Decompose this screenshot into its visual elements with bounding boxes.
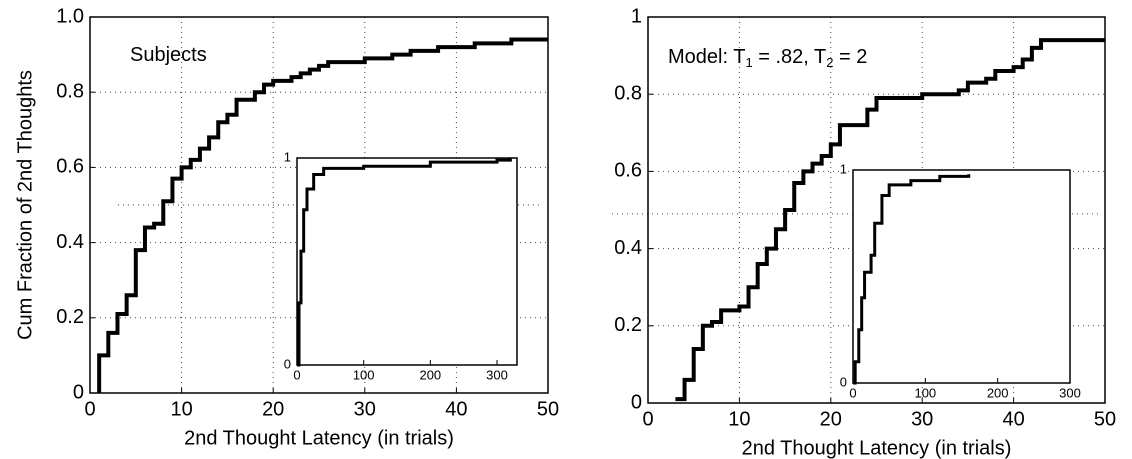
annotation-part: 1 <box>745 55 752 70</box>
x-tick-label: 20 <box>262 398 284 420</box>
y-tick-label: 1.0 <box>56 5 84 27</box>
y-tick-label: 1 <box>284 149 291 164</box>
y-tick-label: 0.2 <box>56 306 84 328</box>
y-tick-label: 1 <box>631 5 642 27</box>
y-tick-label: 0.6 <box>614 160 642 182</box>
y-tick-label: 0 <box>631 391 642 413</box>
y-tick-label: 0.4 <box>614 237 642 259</box>
cdf-line <box>297 158 512 367</box>
y-tick-label: 0.8 <box>56 80 84 102</box>
x-tick-label: 200 <box>419 367 441 382</box>
x-tick-label: 30 <box>911 408 933 430</box>
annotation: Subjects <box>130 44 207 66</box>
y-tick-label: 0 <box>284 356 291 371</box>
x-tick-label: 40 <box>445 398 467 420</box>
y-tick-label: 0.4 <box>56 231 84 253</box>
inset-background <box>297 158 517 365</box>
plot-frame <box>296 157 518 366</box>
y-tick-label: 0.2 <box>614 314 642 336</box>
x-tick-label: 30 <box>354 398 376 420</box>
x-tick-label: 300 <box>1059 385 1081 400</box>
annotation-part: Subjects <box>130 44 207 66</box>
y-tick-label: 0 <box>73 381 84 403</box>
inset-background <box>853 170 1070 383</box>
x-tick-label: 50 <box>1094 408 1116 430</box>
plot-frame <box>89 16 549 394</box>
x-tick-label: 0 <box>642 408 653 430</box>
annotation-part: = 2 <box>834 46 868 68</box>
x-tick-label: 200 <box>987 385 1009 400</box>
cdf-line <box>675 38 1105 402</box>
x-tick-label: 0 <box>293 367 300 382</box>
x-tick-label: 50 <box>537 398 559 420</box>
x-tick-label: 40 <box>1002 408 1024 430</box>
annotation-part: = .82, T <box>753 46 827 68</box>
x-tick-label: 20 <box>820 408 842 430</box>
x-tick-label: 0 <box>849 385 856 400</box>
y-axis-label: Cum Fraction of 2nd Thoughts <box>14 70 36 340</box>
x-axis-label: 2nd Thought Latency (in trials) <box>742 437 1012 459</box>
annotation-part: 2 <box>826 55 833 70</box>
cdf-line <box>97 37 548 393</box>
plot-frame <box>852 169 1071 384</box>
y-tick-label: 1 <box>840 161 847 176</box>
x-tick-label: 300 <box>486 367 508 382</box>
x-tick-label: 100 <box>914 385 936 400</box>
x-axis-label: 2nd Thought Latency (in trials) <box>184 427 454 449</box>
y-tick-label: 0 <box>840 374 847 389</box>
plot-frame <box>647 16 1106 404</box>
x-tick-label: 10 <box>728 408 750 430</box>
x-tick-label: 10 <box>170 398 192 420</box>
y-tick-label: 0.8 <box>614 82 642 104</box>
x-tick-label: 100 <box>353 367 375 382</box>
x-tick-label: 0 <box>84 398 95 420</box>
cdf-line <box>853 174 971 385</box>
annotation: Model: T1 = .82, T2 = 2 <box>668 46 867 70</box>
annotation-part: Model: T <box>668 46 745 68</box>
y-tick-label: 0.6 <box>56 156 84 178</box>
